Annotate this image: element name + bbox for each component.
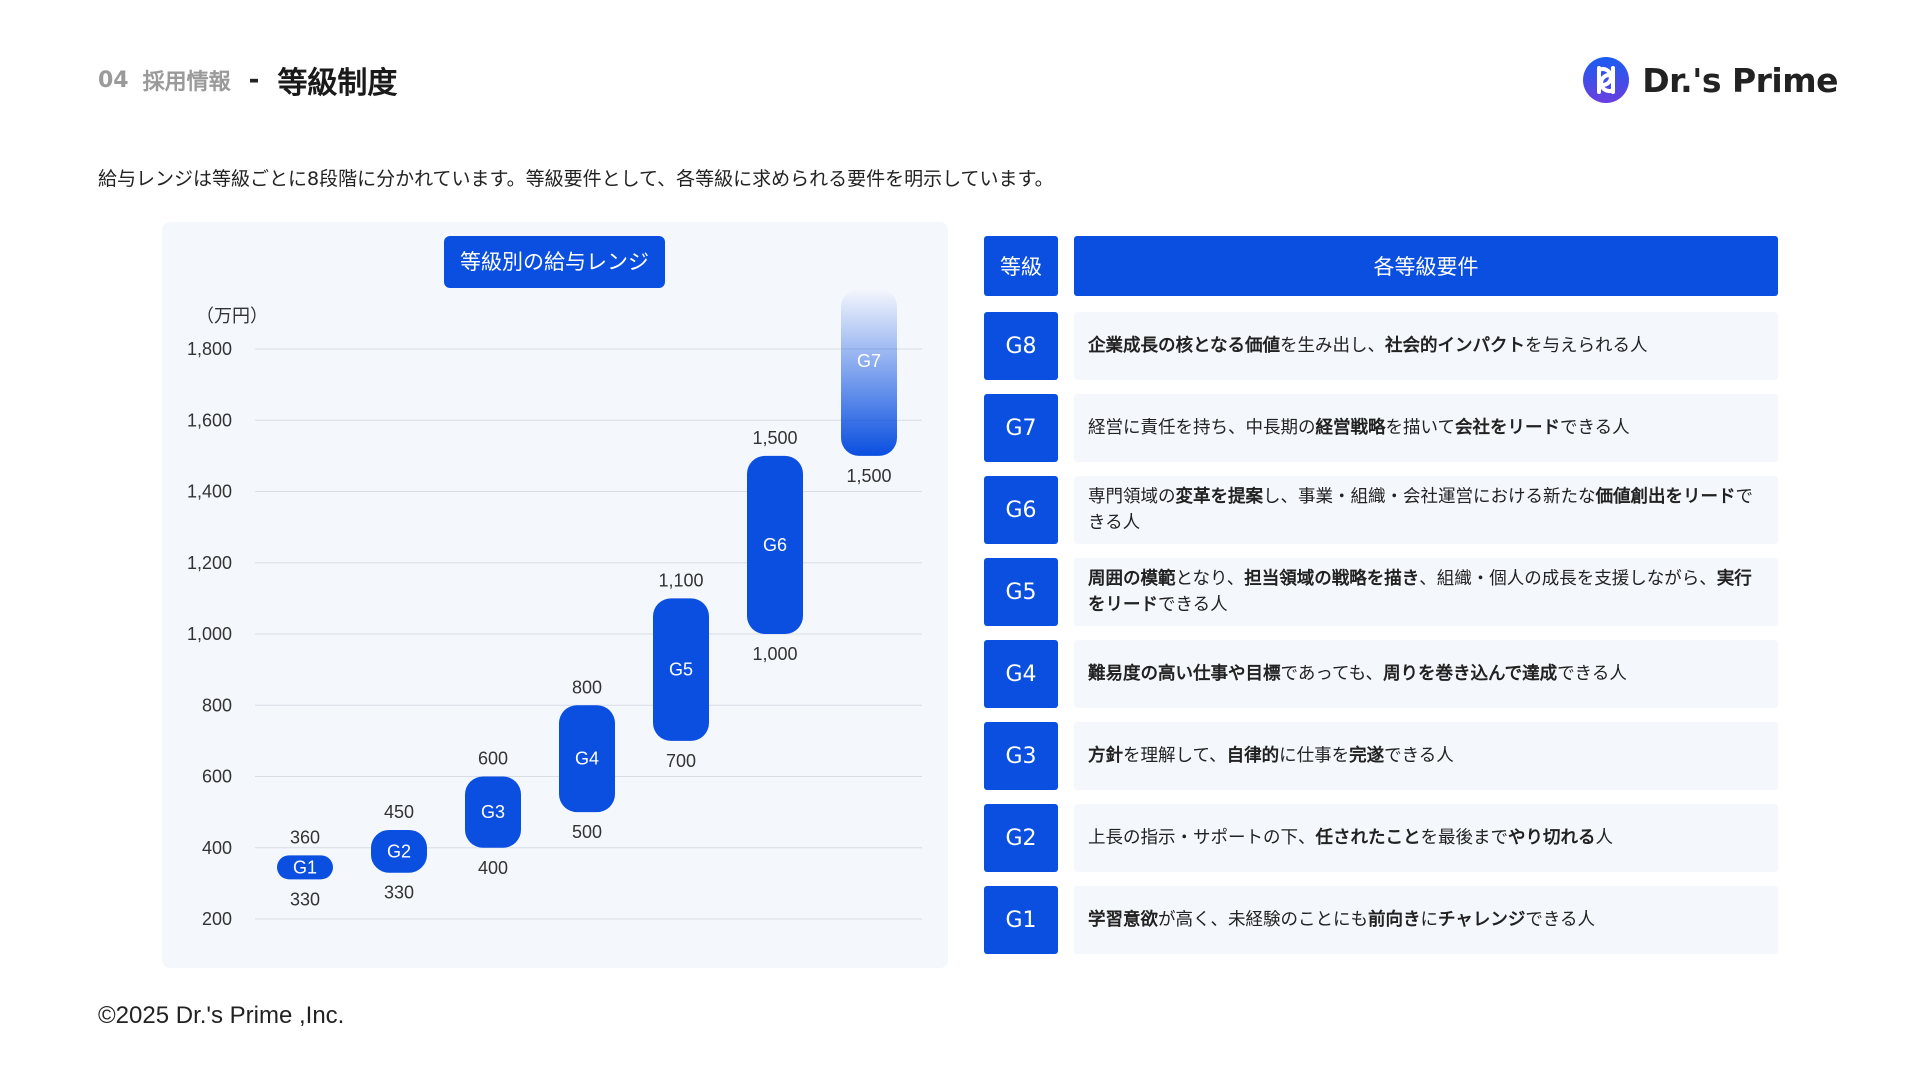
bar-grade-label: G6 <box>763 535 787 555</box>
bar-min-label: 1,500 <box>846 466 891 486</box>
bar-grade-label: G3 <box>481 802 505 822</box>
y-tick-label: 1,000 <box>187 624 232 644</box>
grade-cell: G2 <box>984 804 1058 872</box>
bar-g1 <box>277 855 333 880</box>
bar-min-label: 330 <box>384 883 414 903</box>
grade-cell: G1 <box>984 886 1058 954</box>
y-tick-label: 1,600 <box>187 410 232 430</box>
y-tick-label: 600 <box>202 767 232 787</box>
bar-grade-label: G1 <box>293 857 317 877</box>
requirement-cell: 専門領域の変革を提案し、事業・組織・会社運営における新たな価値創出をリードできる… <box>1074 476 1778 544</box>
grade-cell: G8 <box>984 312 1058 380</box>
bar-g3 <box>465 776 521 848</box>
logo-text: Dr.'s Prime <box>1642 60 1838 100</box>
y-tick-label: 1,400 <box>187 482 232 502</box>
y-axis-unit-label: （万円） <box>196 306 268 326</box>
bar-g7 <box>841 289 897 456</box>
section-number: 04 <box>98 67 129 93</box>
bar-min-label: 400 <box>478 858 508 878</box>
requirement-cell: 方針を理解して、自律的に仕事を完遂できる人 <box>1074 722 1778 790</box>
salary-range-chart-panel: 等級別の給与レンジ （万円） 200 400 600 800 1,000 1,200 1,40… <box>162 222 948 968</box>
intro-text: 給与レンジは等級ごとに8段階に分かれています。等級要件として、各等級に求められる… <box>98 168 1054 190</box>
bar-grade-label: G4 <box>575 749 599 769</box>
grade-cell: G4 <box>984 640 1058 708</box>
copyright-footer: ©2025 Dr.'s Prime ,Inc. <box>98 1002 345 1029</box>
bar-grade-label: G7 <box>857 351 881 371</box>
bar-max-label: 800 <box>572 677 602 697</box>
requirement-cell: 経営に責任を持ち、中長期の経営戦略を描いて会社をリードできる人 <box>1074 394 1778 462</box>
requirement-cell: 難易度の高い仕事や目標であっても、周りを巻き込んで達成できる人 <box>1074 640 1778 708</box>
bar-min-label: 500 <box>572 822 602 842</box>
requirement-cell: 学習意欲が高く、未経験のことにも前向きにチャレンジできる人 <box>1074 886 1778 954</box>
requirement-row: G7 経営に責任を持ち、中長期の経営戦略を描いて会社をリードできる人 <box>984 394 1778 462</box>
bar-max-label: 600 <box>478 749 508 769</box>
bar-min-label: 700 <box>666 751 696 771</box>
bar-max-label: 450 <box>384 802 414 822</box>
y-tick-label: 400 <box>202 838 232 858</box>
grade-column-header: 等級 <box>984 236 1058 296</box>
section-name: 採用情報 <box>142 70 231 95</box>
requirement-row: G5 周囲の模範となり、担当領域の戦略を描き、組織・個人の成長を支援しながら、実行… <box>984 558 1778 626</box>
y-tick-label: 800 <box>202 695 232 715</box>
bar-g6 <box>747 455 803 634</box>
page-title: 等級制度 <box>277 66 398 101</box>
bar-g2 <box>371 829 427 873</box>
requirement-row: G1 学習意欲が高く、未経験のことにも前向きにチャレンジできる人 <box>984 886 1778 954</box>
chart-title: 等級別の給与レンジ <box>444 236 665 288</box>
bar-max-label: 1,100 <box>658 570 703 590</box>
grade-cell: G6 <box>984 476 1058 544</box>
company-logo: Dr.'s Prime <box>1582 56 1838 104</box>
page-header: 04 採用情報 - 等級制度 <box>98 60 398 101</box>
y-tick-label: 1,800 <box>187 339 232 359</box>
requirement-row: G8 企業成長の核となる価値を生み出し、社会的インパクトを与えられる人 <box>984 312 1778 380</box>
salary-range-chart: （万円） 200 400 600 800 1,000 1,200 1,400 1,600 1,80… <box>187 289 922 929</box>
requirement-row: G6 専門領域の変革を提案し、事業・組織・会社運営における新たな価値創出をリードで… <box>984 476 1778 544</box>
y-tick-label: 200 <box>202 909 232 929</box>
bar-grade-label: G2 <box>387 841 411 861</box>
requirement-row: G4 難易度の高い仕事や目標であっても、周りを巻き込んで達成できる人 <box>984 640 1778 708</box>
requirement-column-header: 各等級要件 <box>1074 236 1778 296</box>
bar-max-label: 360 <box>290 827 320 847</box>
y-tick-label: 1,200 <box>187 553 232 573</box>
requirement-cell: 上長の指示・サポートの下、任されたことを最後までやり切れる人 <box>1074 804 1778 872</box>
bar-g4 <box>559 705 615 813</box>
dp-logo-icon <box>1583 57 1630 103</box>
requirement-row: G2 上長の指示・サポートの下、任されたことを最後までやり切れる人 <box>984 804 1778 872</box>
bar-grade-label: G5 <box>669 660 693 680</box>
requirement-row: G3 方針を理解して、自律的に仕事を完遂できる人 <box>984 722 1778 790</box>
grade-cell: G3 <box>984 722 1058 790</box>
bar-max-label: 1,500 <box>752 428 797 448</box>
bar-min-label: 1,000 <box>752 644 797 664</box>
bar-min-label: 330 <box>290 889 320 909</box>
bar-g5 <box>653 598 709 741</box>
grade-cell: G5 <box>984 558 1058 626</box>
grade-cell: G7 <box>984 394 1058 462</box>
requirement-cell: 周囲の模範となり、担当領域の戦略を描き、組織・個人の成長を支援しながら、実行をリ… <box>1074 558 1778 626</box>
title-separator: - <box>248 65 260 95</box>
requirement-cell: 企業成長の核となる価値を生み出し、社会的インパクトを与えられる人 <box>1074 312 1778 380</box>
